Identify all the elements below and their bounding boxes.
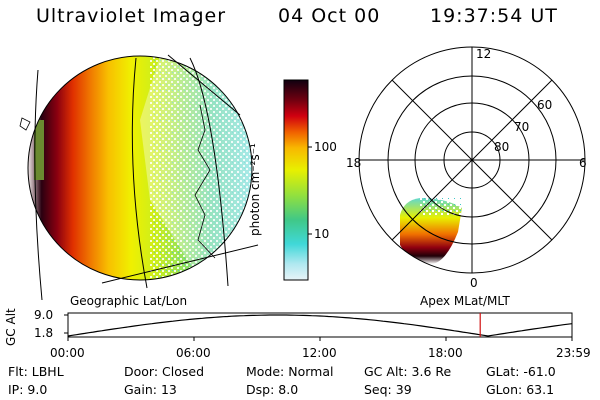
footer-glon: GLon: 63.1 (486, 382, 555, 397)
footer-glat: GLat: -61.0 (486, 364, 556, 379)
altitude-tick-low: 1.8 (34, 326, 54, 340)
colorbar-unit-label: photon cm⁻²s⁻¹ (248, 143, 262, 236)
footer-mode: Mode: Normal (246, 364, 334, 379)
mlt-label-dusk: 18 (346, 156, 362, 170)
lat-label-70: 70 (514, 120, 530, 134)
altitude-plot (64, 312, 573, 341)
observation-date: 04 Oct 00 (278, 5, 381, 27)
mlt-label-midnight: 0 (470, 276, 478, 290)
footer-door: Door: Closed (124, 364, 205, 379)
altitude-axis-label: GC Alt (4, 308, 18, 346)
footer-dsp: Dsp: 8.0 (246, 382, 299, 397)
polar-mlt-plot (358, 46, 586, 274)
mlt-label-dawn: 6 (579, 156, 587, 170)
altitude-tick-high: 9.0 (34, 308, 54, 322)
observation-time: 19:37:54 UT (430, 5, 558, 27)
time-tick-1200: 12:00 (302, 346, 337, 360)
mlt-label-noon: 12 (476, 47, 492, 61)
footer-gain: Gain: 13 (124, 382, 177, 397)
time-tick-2359: 23:59 (556, 346, 591, 360)
intensity-colorbar (283, 79, 312, 281)
lat-label-60: 60 (537, 98, 553, 112)
instrument-title: Ultraviolet Imager (36, 5, 227, 27)
time-tick-0600: 06:00 (176, 346, 211, 360)
footer-seq: Seq: 39 (364, 382, 412, 397)
time-tick-0000: 00:00 (50, 346, 85, 360)
lat-label-80: 80 (494, 140, 510, 154)
footer-ip: IP: 9.0 (8, 382, 48, 397)
geographic-globe-image (19, 54, 259, 301)
time-tick-1800: 18:00 (428, 346, 463, 360)
colorbar-tick-100: 100 (314, 140, 337, 154)
geographic-panel-label: Geographic Lat/Lon (70, 294, 188, 308)
footer-filter: Flt: LBHL (8, 364, 64, 379)
colorbar-tick-10: 10 (314, 227, 330, 241)
footer-gc-alt: GC Alt: 3.6 Re (364, 364, 452, 379)
apex-panel-label: Apex MLat/MLT (420, 294, 510, 308)
